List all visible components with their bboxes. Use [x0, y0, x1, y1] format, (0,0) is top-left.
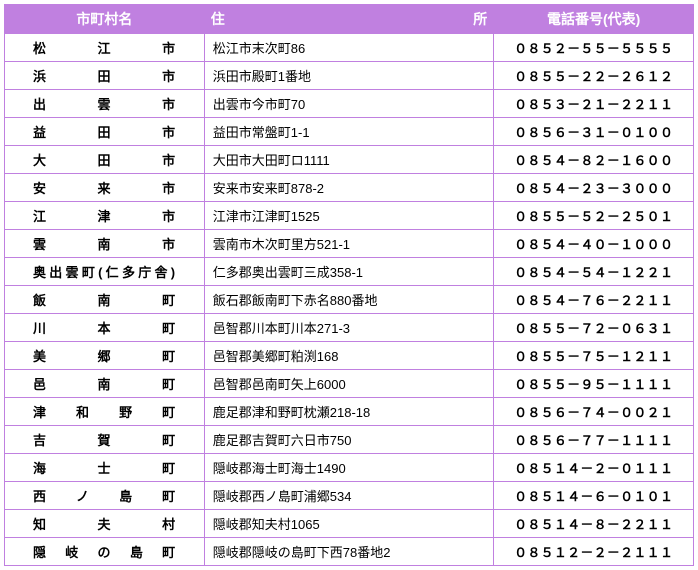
cell-name: 隠岐の島町: [5, 538, 205, 566]
cell-address: 益田市常盤町1-1: [204, 118, 494, 146]
cell-address: 浜田市殿町1番地: [204, 62, 494, 90]
cell-address: 隠岐郡隠岐の島町下西78番地2: [204, 538, 494, 566]
cell-address: 飯石郡飯南町下赤名880番地: [204, 286, 494, 314]
table-row: 知夫村隠岐郡知夫村1065０８５１４－８－２２１１: [5, 510, 694, 538]
cell-address: 邑智郡川本町川本271-3: [204, 314, 494, 342]
table-row: 奥出雲町(仁多庁舎)仁多郡奥出雲町三成358-1０８５４－５４－１２２１: [5, 258, 694, 286]
cell-phone: ０８５５－２２－２６１２: [494, 62, 694, 90]
cell-address: 松江市末次町86: [204, 34, 494, 62]
cell-phone: ０８５５－５２－２５０１: [494, 202, 694, 230]
cell-name: 津和野町: [5, 398, 205, 426]
table-row: 浜田市浜田市殿町1番地０８５５－２２－２６１２: [5, 62, 694, 90]
table-row: 川本町邑智郡川本町川本271-3０８５５－７２－０６３１: [5, 314, 694, 342]
cell-name: 出雲市: [5, 90, 205, 118]
cell-name: 飯南町: [5, 286, 205, 314]
cell-address: 鹿足郡吉賀町六日市750: [204, 426, 494, 454]
cell-name: 川本町: [5, 314, 205, 342]
table-row: 吉賀町鹿足郡吉賀町六日市750０８５６－７７－１１１１: [5, 426, 694, 454]
table-row: 隠岐の島町隠岐郡隠岐の島町下西78番地2０８５１２－２－２１１１: [5, 538, 694, 566]
cell-phone: ０８５６－７７－１１１１: [494, 426, 694, 454]
table-row: 益田市益田市常盤町1-1０８５６－３１－０１００: [5, 118, 694, 146]
cell-name: 浜田市: [5, 62, 205, 90]
table-row: 美郷町邑智郡美郷町粕渕168０８５５－７５－１２１１: [5, 342, 694, 370]
cell-phone: ０８５４－５４－１２２１: [494, 258, 694, 286]
table-row: 飯南町飯石郡飯南町下赤名880番地０８５４－７６－２２１１: [5, 286, 694, 314]
table-row: 西ノ島町隠岐郡西ノ島町浦郷534０８５１４－６－０１０１: [5, 482, 694, 510]
cell-phone: ０８５５－７５－１２１１: [494, 342, 694, 370]
header-address: 住所: [204, 5, 494, 34]
cell-address: 隠岐郡知夫村1065: [204, 510, 494, 538]
cell-name: 西ノ島町: [5, 482, 205, 510]
cell-address: 仁多郡奥出雲町三成358-1: [204, 258, 494, 286]
header-phone: 電話番号(代表): [494, 5, 694, 34]
cell-name: 知夫村: [5, 510, 205, 538]
cell-phone: ０８５５－９５－１１１１: [494, 370, 694, 398]
cell-address: 鹿足郡津和野町枕瀬218-18: [204, 398, 494, 426]
cell-name: 安来市: [5, 174, 205, 202]
cell-phone: ０８５４－７６－２２１１: [494, 286, 694, 314]
cell-phone: ０８５６－３１－０１００: [494, 118, 694, 146]
cell-phone: ０８５１４－８－２２１１: [494, 510, 694, 538]
header-name: 市町村名: [5, 5, 205, 34]
cell-address: 安来市安来町878-2: [204, 174, 494, 202]
cell-name: 邑南町: [5, 370, 205, 398]
cell-phone: ０８５１４－２－０１１１: [494, 454, 694, 482]
cell-address: 邑智郡邑南町矢上6000: [204, 370, 494, 398]
cell-phone: ０８５１４－６－０１０１: [494, 482, 694, 510]
table-row: 雲南市雲南市木次町里方521-1０８５４－４０－１０００: [5, 230, 694, 258]
cell-name: 江津市: [5, 202, 205, 230]
cell-phone: ０８５４－８２－１６００: [494, 146, 694, 174]
cell-address: 出雲市今市町70: [204, 90, 494, 118]
table-row: 津和野町鹿足郡津和野町枕瀬218-18０８５６－７４－００２１: [5, 398, 694, 426]
cell-address: 隠岐郡海士町海士1490: [204, 454, 494, 482]
cell-phone: ０８５６－７４－００２１: [494, 398, 694, 426]
cell-phone: ０８５２－５５－５５５５: [494, 34, 694, 62]
cell-address: 雲南市木次町里方521-1: [204, 230, 494, 258]
cell-phone: ０８５４－２３－３０００: [494, 174, 694, 202]
cell-address: 大田市大田町ロ1111: [204, 146, 494, 174]
table-row: 松江市松江市末次町86０８５２－５５－５５５５: [5, 34, 694, 62]
cell-name: 雲南市: [5, 230, 205, 258]
table-row: 出雲市出雲市今市町70０８５３－２１－２２１１: [5, 90, 694, 118]
cell-address: 隠岐郡西ノ島町浦郷534: [204, 482, 494, 510]
cell-phone: ０８５４－４０－１０００: [494, 230, 694, 258]
cell-phone: ０８５３－２１－２２１１: [494, 90, 694, 118]
table-row: 江津市江津市江津町1525０８５５－５２－２５０１: [5, 202, 694, 230]
cell-name: 大田市: [5, 146, 205, 174]
header-row: 市町村名 住所 電話番号(代表): [5, 5, 694, 34]
table-row: 邑南町邑智郡邑南町矢上6000０８５５－９５－１１１１: [5, 370, 694, 398]
municipality-table: 市町村名 住所 電話番号(代表) 松江市松江市末次町86０８５２－５５－５５５５…: [4, 4, 694, 566]
table-row: 大田市大田市大田町ロ1111０８５４－８２－１６００: [5, 146, 694, 174]
cell-name: 吉賀町: [5, 426, 205, 454]
table-row: 海士町隠岐郡海士町海士1490０８５１４－２－０１１１: [5, 454, 694, 482]
cell-name: 松江市: [5, 34, 205, 62]
cell-phone: ０８５１２－２－２１１１: [494, 538, 694, 566]
table-body: 松江市松江市末次町86０８５２－５５－５５５５浜田市浜田市殿町1番地０８５５－２…: [5, 34, 694, 566]
cell-name: 美郷町: [5, 342, 205, 370]
cell-name: 奥出雲町(仁多庁舎): [5, 258, 205, 286]
table-row: 安来市安来市安来町878-2０８５４－２３－３０００: [5, 174, 694, 202]
cell-name: 益田市: [5, 118, 205, 146]
cell-address: 邑智郡美郷町粕渕168: [204, 342, 494, 370]
cell-phone: ０８５５－７２－０６３１: [494, 314, 694, 342]
cell-address: 江津市江津町1525: [204, 202, 494, 230]
cell-name: 海士町: [5, 454, 205, 482]
